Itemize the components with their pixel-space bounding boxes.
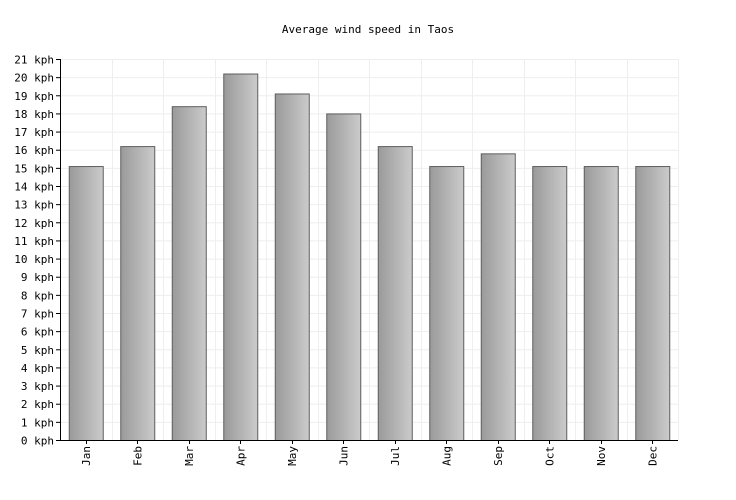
x-tick-label: Jan (80, 446, 93, 466)
bar-may (274, 93, 310, 441)
x-tick-label: Feb (131, 446, 144, 466)
axes (60, 59, 678, 441)
y-tick-label: 6 kph (21, 326, 54, 339)
y-tick-label: 3 kph (21, 380, 54, 393)
bars (68, 73, 671, 442)
y-tick-label: 10 kph (14, 253, 54, 266)
y-tick-label: 17 kph (14, 126, 54, 139)
x-tick-label: Jul (389, 446, 402, 466)
x-tick-label: Sep (492, 446, 505, 466)
y-tick-label: 14 kph (14, 181, 54, 194)
y-tick-label: 0 kph (21, 435, 54, 448)
y-tick-label: 9 kph (21, 271, 54, 284)
x-tick-label: May (286, 446, 299, 466)
bar-apr (223, 73, 259, 441)
bar-jun (326, 113, 362, 442)
y-tick-label: 20 kph (14, 72, 54, 85)
y-tick-label: 1 kph (21, 416, 54, 429)
y-tick-label: 21 kph (14, 54, 54, 67)
bar-feb (120, 146, 156, 441)
bar-sep (480, 153, 516, 441)
y-tick-label: 7 kph (21, 308, 54, 321)
chart-title: Average wind speed in Taos (282, 23, 454, 36)
y-tick-labels: 0 kph 1 kph 2 kph 3 kph 4 kph 5 kph 6 kph 7 kph… (14, 54, 60, 448)
y-tick-label: 5 kph (21, 344, 54, 357)
y-tick-label: 11 kph (14, 235, 54, 248)
bar-dec (635, 166, 671, 442)
grid (60, 59, 679, 440)
y-tick-label: 19 kph (14, 90, 54, 103)
y-tick-label: 2 kph (21, 398, 54, 411)
x-tick-label: Oct (543, 446, 556, 466)
x-tick-label: Apr (234, 446, 247, 466)
y-tick-label: 4 kph (21, 362, 54, 375)
x-tick-label: Dec (646, 446, 659, 466)
x-tick-label: Aug (440, 446, 453, 466)
x-tick-label: Jun (337, 446, 350, 466)
bar-mar (171, 106, 207, 442)
y-tick-label: 12 kph (14, 217, 54, 230)
y-tick-label: 15 kph (14, 162, 54, 175)
y-tick-label: 13 kph (14, 199, 54, 212)
x-tick-label: Nov (595, 446, 608, 466)
x-tick-labels: Jan Feb Mar Apr May Jun Jul Aug Sep Oct Nov Dec (80, 440, 659, 466)
y-tick-label: 8 kph (21, 289, 54, 302)
x-tick-label: Mar (183, 446, 196, 466)
y-tick-label: 18 kph (14, 108, 54, 121)
bar-jul (377, 146, 413, 441)
y-tick-label: 16 kph (14, 144, 54, 157)
bar-aug (429, 166, 465, 442)
bar-nov (583, 166, 619, 442)
bar-oct (532, 166, 568, 442)
bar-jan (68, 166, 104, 442)
